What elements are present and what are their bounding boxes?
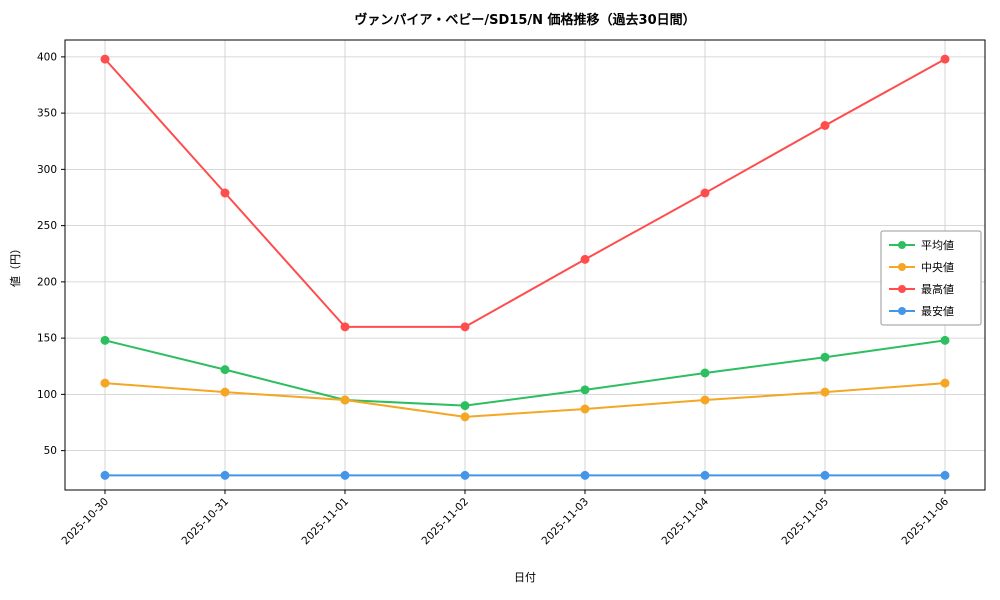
- grid-lines: [65, 40, 985, 490]
- series-最高値: [100, 54, 950, 332]
- data-point-marker: [460, 470, 470, 480]
- data-point-marker: [580, 470, 590, 480]
- legend-label: 最安値: [921, 304, 954, 318]
- data-point-marker: [820, 470, 830, 480]
- legend-marker-sample: [898, 285, 906, 293]
- series-line: [104, 58, 946, 328]
- chart-title: ヴァンパイア・ベビー/SD15/N 価格推移（過去30日間）: [354, 12, 695, 28]
- legend-marker-sample: [898, 263, 906, 271]
- data-point-marker: [700, 188, 710, 198]
- data-point-marker: [100, 54, 110, 64]
- legend-item-平均値: 平均値: [889, 239, 954, 252]
- series-最安値: [100, 470, 950, 480]
- series-line: [104, 382, 946, 418]
- data-point-marker: [700, 368, 710, 378]
- data-point-marker: [580, 404, 590, 414]
- legend-item-最高値: 最高値: [889, 282, 954, 296]
- legend-label: 最高値: [921, 282, 954, 296]
- series-中央値: [100, 378, 950, 422]
- data-point-marker: [460, 322, 470, 332]
- y-tick-label: 100: [37, 389, 57, 401]
- x-axis-label: 日付: [514, 571, 536, 584]
- legend-item-中央値: 中央値: [889, 261, 954, 274]
- data-point-marker: [220, 365, 230, 375]
- y-tick-label: 150: [37, 333, 57, 345]
- y-tick-label: 200: [37, 276, 57, 288]
- data-point-marker: [700, 395, 710, 405]
- data-point-marker: [700, 470, 710, 480]
- data-point-marker: [940, 54, 950, 64]
- legend-box: [880, 230, 982, 326]
- legend-marker-sample: [898, 307, 906, 315]
- data-point-marker: [100, 378, 110, 388]
- data-point-marker: [820, 352, 830, 362]
- legend-label: 中央値: [921, 261, 954, 274]
- y-tick-label: 350: [37, 108, 57, 120]
- data-point-marker: [940, 335, 950, 345]
- legend-item-最安値: 最安値: [889, 304, 954, 318]
- y-tick-label: 300: [37, 164, 57, 176]
- series-line: [104, 339, 946, 407]
- data-point-marker: [460, 412, 470, 422]
- data-point-marker: [580, 254, 590, 264]
- y-axis-ticks: 50 100 150 200 250 300 350 400: [37, 51, 65, 457]
- data-point-marker: [340, 322, 350, 332]
- plot-border: [64, 39, 986, 491]
- data-point-marker: [100, 470, 110, 480]
- data-point-marker: [220, 188, 230, 198]
- legend-marker-sample: [898, 241, 906, 249]
- legend-label: 平均値: [921, 239, 954, 252]
- y-axis-label: 値（円）: [9, 243, 22, 287]
- data-point-marker: [460, 401, 470, 411]
- data-point-marker: [340, 470, 350, 480]
- data-point-marker: [220, 387, 230, 397]
- data-point-marker: [100, 335, 110, 345]
- data-point-marker: [940, 378, 950, 388]
- data-point-marker: [340, 395, 350, 405]
- data-point-marker: [580, 385, 590, 395]
- data-point-marker: [940, 470, 950, 480]
- data-point-marker: [220, 470, 230, 480]
- series-平均値: [100, 335, 950, 411]
- y-tick-label: 50: [44, 445, 57, 457]
- data-point-marker: [820, 121, 830, 130]
- data-point-marker: [820, 387, 830, 397]
- y-tick-label: 400: [37, 51, 57, 63]
- y-tick-label: 250: [37, 220, 57, 232]
